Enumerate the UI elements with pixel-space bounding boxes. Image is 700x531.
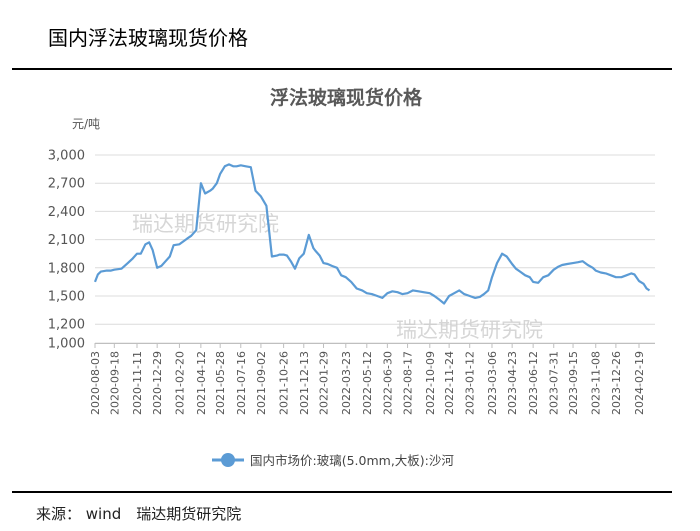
series-line	[93, 163, 651, 305]
series-layer	[93, 163, 651, 305]
x-tick-label: 2022-03-23	[340, 351, 353, 415]
y-unit-label: 元/吨	[72, 117, 100, 131]
x-tick-label: 2023-07-31	[548, 351, 561, 415]
source-note: 来源： wind 瑞达期货研究院	[36, 505, 242, 523]
page-title: 国内浮法玻璃现货价格	[48, 26, 248, 50]
x-tick-label: 2023-03-06	[486, 351, 499, 415]
x-tick-label: 2023-04-23	[506, 351, 519, 415]
x-tick-label: 2022-10-09	[424, 351, 437, 415]
x-tick-label: 2022-05-12	[361, 351, 374, 415]
x-tick-label: 2020-12-29	[151, 351, 164, 415]
x-tick-label: 2020-11-11	[131, 351, 144, 415]
chart-title: 浮法玻璃现货价格	[270, 86, 423, 109]
legend-marker	[221, 453, 235, 467]
x-tick-labels: 2020-08-03 2020-09-18 2020-11-11 2020-12-29…	[89, 351, 646, 415]
x-tick-label: 2021-09-02	[255, 351, 268, 415]
y-tick-labels: 1,000 1,200 1,500 1,800 2,100 2,400 2,700 3,000	[48, 149, 85, 352]
y-tick-label: 1,800	[48, 261, 85, 276]
x-tick-label: 2021-07-16	[235, 351, 248, 415]
x-tick-label: 2023-09-15	[567, 351, 580, 415]
bottom-divider	[12, 491, 672, 493]
legend-label: 国内市场价:玻璃(5.0mm,大板):沙河	[250, 453, 454, 468]
x-tick-label: 2021-10-26	[278, 351, 291, 415]
x-tick-label: 2020-08-03	[89, 351, 102, 415]
y-tick-label: 2,100	[48, 233, 85, 248]
x-axis	[94, 343, 655, 348]
x-tick-label: 2021-12-13	[298, 351, 311, 415]
y-tick-label: 2,700	[48, 177, 85, 192]
grid-lines	[95, 154, 655, 344]
x-tick-label: 2021-04-12	[195, 351, 208, 415]
x-tick-label: 2022-11-24	[443, 351, 456, 415]
x-tick-label: 2023-06-12	[527, 351, 540, 415]
x-tick-label: 2021-05-28	[214, 351, 227, 415]
y-tick-label: 2,400	[48, 205, 85, 220]
x-tick-label: 2023-11-08	[590, 351, 603, 415]
x-tick-label: 2022-01-29	[318, 351, 331, 415]
x-tick-label: 2023-01-12	[464, 351, 477, 415]
x-tick-label: 2022-08-17	[402, 351, 415, 415]
y-tick-label: 1,000	[48, 337, 85, 352]
x-tick-label: 2024-02-19	[633, 351, 646, 415]
watermark-upper: 瑞达期货研究院	[132, 212, 279, 236]
top-divider	[12, 68, 672, 70]
x-tick-label: 2023-12-26	[610, 351, 623, 415]
y-tick-label: 1,200	[48, 318, 85, 333]
x-tick-label: 2020-09-18	[108, 351, 121, 415]
x-tick-label: 2021-02-20	[173, 351, 186, 415]
y-tick-label: 1,500	[48, 290, 85, 305]
legend[interactable]: 国内市场价:玻璃(5.0mm,大板):沙河	[212, 453, 454, 468]
watermark-lower: 瑞达期货研究院	[396, 318, 543, 342]
y-tick-label: 3,000	[48, 149, 85, 164]
x-tick-label: 2022-06-30	[381, 351, 394, 415]
